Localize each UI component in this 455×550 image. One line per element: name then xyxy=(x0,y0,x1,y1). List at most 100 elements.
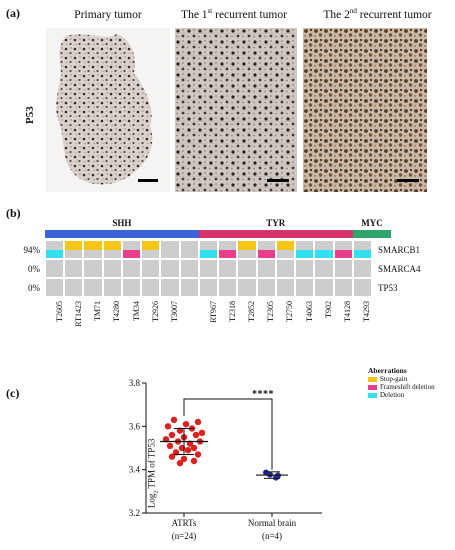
legend-swatch-stop-gain xyxy=(368,376,377,382)
group-bar-myc xyxy=(352,230,392,238)
oncoprint-mark-stop-gain xyxy=(65,241,83,250)
micrograph-second-recurrent xyxy=(303,28,427,192)
data-point-normal xyxy=(273,474,279,481)
legend-item-frameshift: Frameshift deletion xyxy=(368,383,435,391)
scale-bar xyxy=(138,179,158,182)
oncoprint: SHH TYR MYC 94% SMARCB1 0% SMARCA4 0% TP53 T2605 R… xyxy=(23,218,421,327)
image-title-second-tail: recurrent tumor xyxy=(356,9,432,21)
oncoprint-cell xyxy=(353,260,371,277)
y-tick-label: 3.6 xyxy=(129,421,141,431)
legend-swatch-deletion xyxy=(368,392,377,398)
data-point-atrt xyxy=(170,416,178,424)
oncoprint-cell xyxy=(296,279,314,296)
micrograph-primary-svg xyxy=(56,34,158,185)
data-point-atrt xyxy=(198,429,206,437)
oncoprint-cell xyxy=(219,260,237,277)
micrograph-second-svg xyxy=(303,28,427,192)
row-percent-smarca4: 0% xyxy=(28,264,40,274)
oncoprint-mark-stop-gain xyxy=(276,241,295,250)
row-percent-smarcb1: 94% xyxy=(23,245,41,255)
group-bar-shh xyxy=(45,230,199,238)
legend-item-deletion: Deletion xyxy=(368,391,435,399)
micrograph-first-recurrent xyxy=(175,28,297,192)
category-label-atrts: ATRTs xyxy=(171,518,197,528)
oncoprint-cell xyxy=(161,260,179,277)
data-point-atrt xyxy=(166,442,174,450)
data-point-atrt xyxy=(168,431,176,439)
oncoprint-cell xyxy=(276,241,295,258)
oncoprint-cell xyxy=(46,260,64,277)
data-point-atrt xyxy=(180,455,188,463)
significance-marker: **** xyxy=(252,389,274,400)
category-label-normal-brain: Normal brain xyxy=(247,518,297,528)
oncoprint-cell xyxy=(180,279,198,296)
group-bar-tyr xyxy=(198,230,353,238)
legend-label-frameshift: Frameshift deletion xyxy=(380,383,435,391)
image-title-second-sup: nd xyxy=(349,7,357,16)
oncoprint-cell xyxy=(334,279,352,296)
image-title-first-tail: recurrent tumor xyxy=(212,9,287,21)
oncoprint-cell xyxy=(199,241,218,258)
micrograph-first-svg xyxy=(175,28,297,192)
oncoprint-cell xyxy=(84,260,102,277)
oncoprint-cell xyxy=(161,241,179,258)
oncoprint-cell xyxy=(103,241,121,258)
oncoprint-cell xyxy=(161,279,179,296)
oncoprint-cell xyxy=(65,279,83,296)
oncoprint-cell xyxy=(122,279,141,296)
data-point-atrt xyxy=(194,451,202,458)
oncoprint-cell xyxy=(46,241,64,258)
group-label-tyr: TYR xyxy=(266,218,286,228)
category-count-normal-brain: (n=4) xyxy=(261,531,283,541)
image-title-first-sup: st xyxy=(207,7,213,16)
data-point-atrt xyxy=(164,423,172,430)
y-tick-label: 3.4 xyxy=(129,465,141,475)
oncoprint-cell xyxy=(65,241,83,258)
oncoprint-cell xyxy=(276,279,295,296)
data-point-atrt xyxy=(184,446,192,454)
oncoprint-cell xyxy=(353,279,371,296)
oncoprint-cell xyxy=(103,279,121,296)
oncoprint-cell xyxy=(142,241,160,258)
oncoprint-mark-deletion xyxy=(199,249,218,258)
micrograph-primary-tumor xyxy=(46,28,170,192)
oncoprint-mark-deletion xyxy=(315,249,333,258)
row-gene-smarca4: SMARCA4 xyxy=(378,264,421,274)
oncoprint-cell xyxy=(219,279,237,296)
oncoprint-mark-deletion xyxy=(46,249,64,258)
oncoprint-cell xyxy=(276,260,295,277)
panel-c-label: (c) xyxy=(6,386,20,400)
image-title-first-main: The 1 xyxy=(181,9,208,21)
oncoprint-mark-stop-gain xyxy=(103,241,121,250)
aberrations-legend: Aberrations Stop-gain Frameshift deletio… xyxy=(368,366,435,399)
data-point-atrt xyxy=(176,459,184,467)
oncoprint-cell xyxy=(219,241,237,258)
oncoprint-cell xyxy=(122,241,141,258)
oncoprint-cell xyxy=(103,260,121,277)
data-point-atrt xyxy=(190,457,198,465)
group-label-myc: MYC xyxy=(361,218,383,228)
oncoprint-cell xyxy=(257,279,275,296)
oncoprint-mark-frameshift xyxy=(257,249,275,258)
oncoprint-cell xyxy=(334,260,352,277)
oncoprint-cell xyxy=(353,241,371,258)
legend-title: Aberrations xyxy=(368,366,407,375)
row-percent-tp53: 0% xyxy=(28,283,40,293)
oncoprint-cell xyxy=(142,260,160,277)
oncoprint-cell xyxy=(84,279,102,296)
oncoprint-cell xyxy=(238,260,256,277)
oncoprint-cell xyxy=(257,260,275,277)
row-gene-tp53: TP53 xyxy=(378,283,398,293)
oncoprint-mark-frameshift xyxy=(334,249,352,258)
oncoprint-cell xyxy=(180,241,198,258)
legend-label-deletion: Deletion xyxy=(380,391,405,399)
y-tick-label: 3.2 xyxy=(129,508,140,518)
scale-bar xyxy=(267,179,289,182)
oncoprint-cell xyxy=(315,241,333,258)
oncoprint-cell xyxy=(199,279,218,296)
oncoprint-cell xyxy=(180,260,198,277)
oncoprint-mark-stop-gain xyxy=(238,241,256,250)
oncoprint-cell xyxy=(296,260,314,277)
legend-label-stop-gain: Stop-gain xyxy=(380,375,408,383)
